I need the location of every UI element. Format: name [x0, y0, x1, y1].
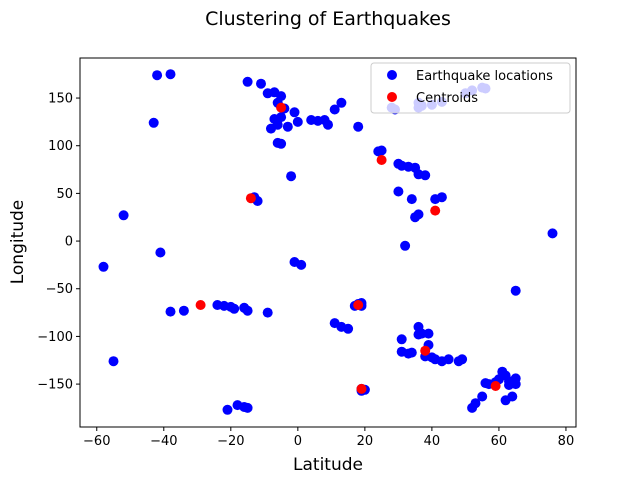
- earthquake-point: [376, 145, 387, 156]
- x-axis-ticks: −60 −40 −20 0 20 40 60 80: [83, 427, 574, 449]
- legend-box: [370, 62, 571, 114]
- x-tick-label: 40: [424, 434, 441, 449]
- earthquake-point: [262, 307, 273, 318]
- earthquake-point: [242, 402, 253, 413]
- earthquake-point: [500, 395, 511, 406]
- y-tick-label: 100: [48, 139, 73, 154]
- earthquake-point: [410, 212, 421, 223]
- earthquake-point: [510, 379, 521, 390]
- centroid-point: [245, 193, 256, 204]
- earthquake-point: [276, 112, 287, 123]
- earthquake-point: [98, 261, 109, 272]
- earthquake-point: [118, 210, 129, 221]
- x-tick-label: −40: [150, 434, 177, 449]
- earthquake-point: [292, 116, 303, 127]
- earthquake-point: [406, 194, 417, 205]
- earthquake-point: [108, 356, 119, 367]
- earthquake-point: [420, 170, 431, 181]
- earthquake-point: [165, 306, 176, 317]
- y-axis-ticks: −150 −100 −50 0 50 100 150: [37, 92, 80, 393]
- earthquake-point: [396, 334, 407, 345]
- earthquake-point: [477, 391, 488, 402]
- centroid-point: [376, 155, 387, 165]
- earthquake-point: [242, 76, 253, 87]
- earthquake-point: [222, 404, 233, 415]
- earthquake-point: [443, 354, 454, 365]
- y-tick-label: 50: [56, 187, 73, 202]
- earthquake-point: [436, 192, 447, 203]
- centroid-point: [195, 300, 206, 310]
- centroid-point: [353, 300, 364, 310]
- points-layer: [98, 69, 558, 415]
- y-tick-label: 150: [48, 92, 73, 107]
- y-axis-label: Longitude: [8, 200, 28, 285]
- earthquake-point: [289, 107, 300, 118]
- legend-marker-centroids: [387, 92, 397, 102]
- earthquake-point: [272, 119, 283, 130]
- x-tick-label: 20: [357, 434, 374, 449]
- earthquake-point: [406, 347, 417, 358]
- earthquake-point: [229, 303, 240, 314]
- earthquake-point: [155, 247, 166, 258]
- earthquake-point: [148, 117, 159, 128]
- legend-marker-earthquake: [387, 70, 397, 80]
- x-tick-label: −20: [217, 434, 244, 449]
- earthquake-point: [457, 354, 468, 365]
- earthquake-point: [256, 78, 266, 89]
- legend-label-earthquake: Earthquake locations: [416, 69, 553, 84]
- x-tick-label: 0: [294, 434, 302, 449]
- x-tick-label: −60: [83, 434, 110, 449]
- y-tick-label: −100: [37, 330, 73, 345]
- x-axis-label: Latitude: [293, 455, 363, 475]
- earthquake-point: [400, 240, 411, 251]
- earthquake-point: [393, 186, 404, 197]
- earthquake-point: [242, 305, 253, 316]
- earthquake-point: [547, 228, 558, 239]
- legend: Earthquake locations Centroids: [370, 62, 571, 114]
- earthquake-point: [296, 259, 307, 270]
- earthquake-point: [276, 138, 287, 149]
- earthquake-point: [178, 305, 189, 316]
- centroid-point: [430, 205, 441, 216]
- centroid-point: [490, 381, 501, 391]
- earthquake-point: [329, 104, 340, 115]
- earthquake-point: [423, 328, 434, 339]
- plot-frame: [79, 57, 577, 428]
- earthquake-point: [152, 70, 163, 81]
- x-tick-label: 80: [558, 434, 575, 449]
- earthquake-point: [165, 69, 176, 80]
- y-tick-label: −50: [46, 282, 73, 297]
- centroid-point: [276, 102, 287, 113]
- earthquake-point: [470, 398, 481, 409]
- legend-label-centroids: Centroids: [416, 91, 478, 106]
- x-tick-label: 60: [491, 434, 508, 449]
- earthquake-point: [323, 119, 333, 130]
- earthquake-point: [282, 121, 293, 132]
- centroid-point: [420, 345, 431, 356]
- chart-title: Clustering of Earthquakes: [205, 8, 451, 30]
- y-tick-label: 0: [65, 235, 73, 250]
- earthquake-point: [510, 285, 521, 296]
- earthquake-point: [343, 323, 354, 334]
- centroid-point: [356, 383, 367, 394]
- earthquake-point: [336, 97, 347, 108]
- y-tick-label: −150: [37, 378, 73, 393]
- earthquake-point: [286, 171, 297, 182]
- earthquake-point: [353, 121, 364, 132]
